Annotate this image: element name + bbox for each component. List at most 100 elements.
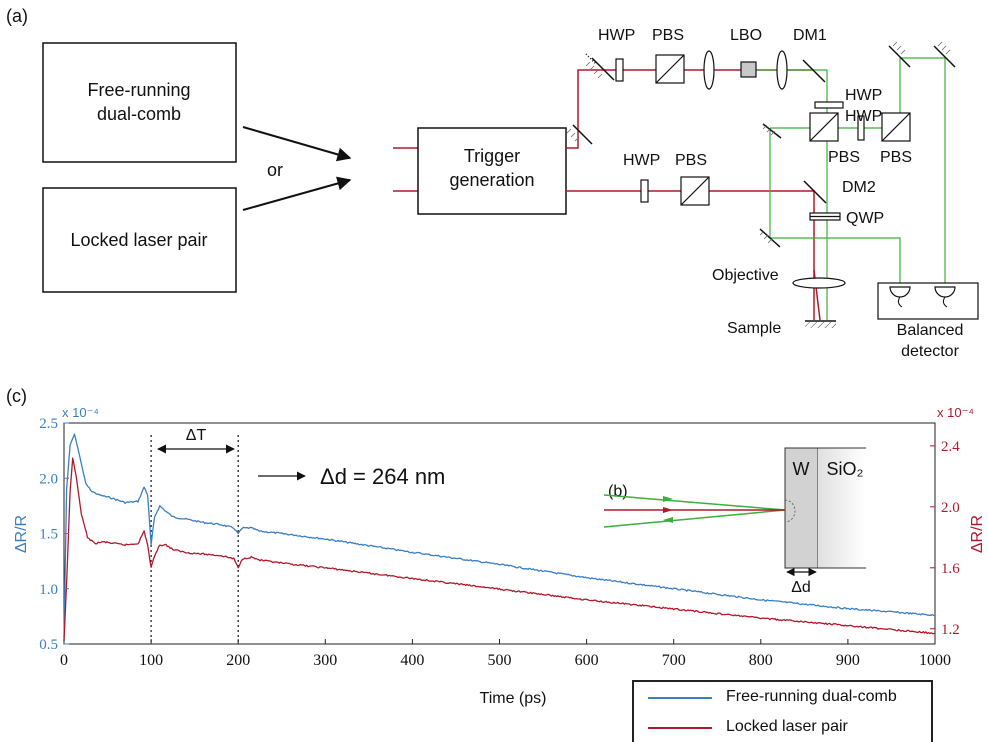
x-tick-label: 0 — [60, 652, 68, 669]
x-tick-label: 500 — [488, 652, 512, 669]
hwp-right-1-shape — [814, 101, 844, 109]
text-line: Trigger — [464, 146, 520, 166]
panel-c-label: (c) — [6, 386, 27, 406]
arrow-upper — [242, 126, 352, 162]
legend: Free-running dual-comb Locked laser pair — [632, 680, 933, 742]
x-tick-label: 900 — [836, 652, 860, 669]
arrow-lower — [242, 176, 352, 211]
x-axis: 0 100 200 300 400 500 600 700 800 900 1000 — [60, 639, 951, 669]
trigger-box — [417, 127, 567, 215]
label-dm1: DM1 — [793, 27, 827, 44]
sio2-layer — [818, 448, 866, 568]
right-tick-label: 1.6 — [941, 561, 960, 577]
x-tick-label: 700 — [662, 652, 686, 669]
free-running-label: Free-running dual-comb — [87, 80, 190, 124]
mirror-top-right-1 — [888, 45, 911, 68]
top-hwp-shape — [615, 58, 624, 82]
locked-laser-label: Locked laser pair — [70, 230, 207, 250]
hwp-right-2-shape — [857, 115, 865, 141]
label-lbo: LBO — [730, 27, 762, 44]
x-tick-label: 800 — [749, 652, 773, 669]
sample-hatch — [805, 322, 836, 328]
legend-swatch-blue — [648, 697, 712, 699]
mirror-mid-left — [572, 124, 593, 145]
label-bottom-hwp: HWP — [623, 152, 660, 169]
green-right-path — [900, 57, 946, 283]
inset-delta-d: Δd — [791, 579, 811, 596]
text-line: generation — [449, 170, 534, 190]
delta-t-label: ΔT — [186, 427, 207, 444]
inset-arrowhead-green-1 — [663, 496, 673, 502]
mirror-hatching — [566, 41, 951, 244]
text-line: dual-comb — [97, 104, 181, 124]
locked-laser-box — [42, 187, 237, 293]
inset-arrowhead-green-2 — [663, 517, 673, 523]
dm2 — [803, 180, 827, 204]
left-exponent: x 10⁻⁴ — [62, 405, 99, 420]
or-label: or — [267, 160, 283, 180]
photodiode-2 — [934, 286, 956, 298]
free-running-box — [42, 42, 237, 163]
optics — [615, 50, 911, 289]
panel-a: (a) Free-running dual-comb Locked laser p… — [6, 6, 979, 360]
right-tick-label: 2.0 — [941, 500, 960, 516]
legend-item-free-running: Free-running dual-comb — [634, 684, 931, 712]
tungsten-layer — [784, 447, 819, 569]
left-axis-label: ΔR/R — [13, 515, 30, 553]
text-line: detector — [901, 343, 959, 360]
w-label: W — [793, 459, 810, 479]
photodiode-1 — [889, 286, 911, 298]
mirror-top-right-2 — [933, 45, 956, 68]
legend-item-locked: Locked laser pair — [634, 714, 931, 742]
label-qwp: QWP — [846, 210, 884, 227]
label-pbs-center: PBS — [828, 149, 860, 166]
label-dm2: DM2 — [842, 179, 876, 196]
x-axis-label: Time (ps) — [480, 690, 547, 707]
label-top-pbs: PBS — [652, 27, 684, 44]
label-hwp-right-1: HWP — [845, 87, 882, 104]
x-tick-label: 1000 — [919, 652, 951, 669]
text-line: Balanced — [897, 322, 964, 339]
mirror-top-left — [591, 57, 615, 81]
inset-green-in — [603, 494, 786, 511]
excitation-region — [784, 499, 796, 523]
legend-text-free-running: Free-running dual-comb — [726, 688, 897, 705]
label-bottom-pbs: PBS — [675, 152, 707, 169]
red-beam-top-entry — [566, 69, 605, 149]
x-tick-label: 400 — [400, 652, 424, 669]
right-axis-label: ΔR/R — [969, 515, 986, 553]
text-line: Free-running — [87, 80, 190, 100]
vertical-markers — [150, 435, 239, 644]
lens-2 — [776, 50, 788, 90]
right-axis: 1.2 1.6 2.0 2.4 — [930, 439, 960, 638]
series-line-locked — [63, 457, 936, 642]
left-tick-label: 2.5 — [39, 416, 58, 432]
label-pbs-right: PBS — [880, 149, 912, 166]
label-sample: Sample — [727, 320, 781, 337]
x-tick-label: 600 — [575, 652, 599, 669]
trigger-label: Trigger generation — [449, 146, 534, 190]
component-labels: HWP PBS LBO DM1 HWP PBS HWP HWP PBS PBS … — [598, 27, 963, 360]
left-tick-label: 0.5 — [39, 637, 58, 653]
right-tick-label: 2.4 — [941, 439, 960, 455]
right-exponent: x 10⁻⁴ — [937, 405, 974, 420]
left-tick-label: 1.5 — [39, 527, 58, 543]
label-detector: Balanced detector — [897, 322, 964, 360]
x-tick-label: 300 — [313, 652, 337, 669]
dm1 — [802, 59, 826, 83]
bottom-hwp-shape — [640, 179, 649, 203]
label-objective: Objective — [712, 267, 779, 284]
x-tick-label: 100 — [139, 652, 163, 669]
lbo-crystal — [740, 61, 757, 78]
left-axis: 0.5 1.0 1.5 2.0 2.5 — [39, 416, 69, 653]
red-beam-bottom — [566, 190, 815, 320]
inset-arrowhead-red — [663, 507, 673, 513]
left-tick-label: 2.0 — [39, 471, 58, 487]
green-left-path — [769, 128, 901, 283]
panel-a-label: (a) — [6, 6, 28, 26]
panel-c: (c) 0 100 200 300 400 500 600 700 800 900 1000 0.5… — [6, 386, 986, 707]
objective-lens — [792, 277, 846, 289]
label-hwp-right-2: HWP — [845, 108, 882, 125]
panel-b-inset: (b) W SiO₂ Δd — [603, 447, 866, 596]
